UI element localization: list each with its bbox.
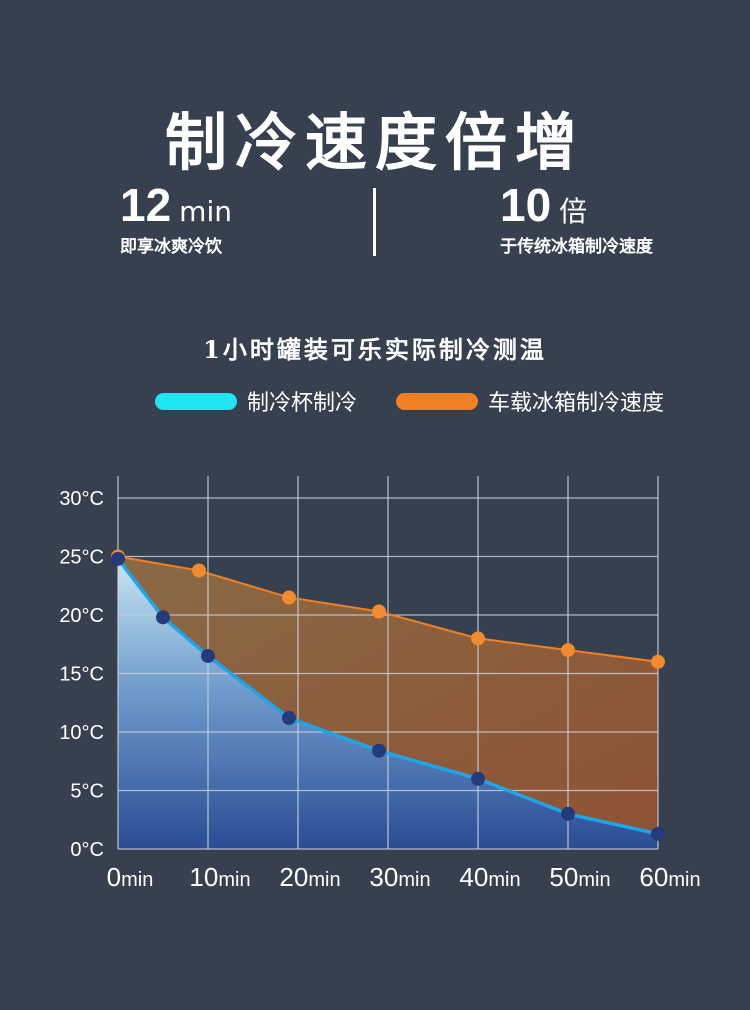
x-tick-label: 0min — [107, 862, 154, 892]
stat-unit: min — [179, 195, 232, 228]
data-point-car-fridge — [561, 643, 575, 658]
data-point-cooling-cup — [111, 551, 125, 566]
y-tick-label: 0°C — [70, 839, 104, 861]
stat-value: 12 — [120, 179, 172, 231]
x-tick-label: 10min — [189, 862, 250, 892]
data-point-cooling-cup — [282, 710, 296, 725]
stat-caption: 于传统冰箱制冷速度 — [500, 237, 653, 257]
page-title: 制冷速度倍增 — [164, 106, 585, 179]
x-tick-label: 20min — [279, 862, 340, 892]
stat-unit: 倍 — [559, 195, 588, 228]
legend-item-cooling-cup: 制冷杯制冷 — [155, 385, 357, 417]
data-point-car-fridge — [651, 654, 665, 669]
data-point-car-fridge — [282, 590, 296, 605]
data-point-cooling-cup — [471, 771, 485, 786]
legend-swatch — [155, 392, 237, 410]
legend-label: 制冷杯制冷 — [247, 391, 358, 416]
y-tick-label: 20°C — [59, 605, 104, 627]
stat-caption: 即享冰爽冷饮 — [120, 237, 222, 257]
data-point-cooling-cup — [561, 806, 575, 821]
series-line-cooling-cup — [116, 557, 659, 836]
temperature-chart: 0°C 5°C 10°C 15°C 20°C 25°C 30°C 0min 10min 20min… — [59, 476, 701, 892]
x-tick-label: 60min — [639, 862, 700, 892]
data-point-cooling-cup — [372, 743, 386, 758]
stat-divider — [373, 188, 376, 256]
y-tick-label: 30°C — [59, 488, 104, 510]
data-point-cooling-cup — [156, 610, 170, 625]
data-point-car-fridge — [471, 631, 485, 646]
chart-subtitle: 1小时罐装可乐实际制冷测温 — [203, 335, 547, 364]
x-tick-label: 50min — [549, 862, 610, 892]
y-tick-label: 5°C — [70, 781, 104, 803]
legend-swatch — [396, 392, 478, 410]
x-tick-label: 30min — [369, 862, 430, 892]
y-tick-label: 15°C — [59, 664, 104, 686]
stat-value: 10 — [500, 179, 552, 231]
y-tick-label: 10°C — [59, 722, 104, 744]
series-area-cooling-cup — [118, 558, 658, 849]
legend-item-car-fridge: 车载冰箱制冷速度 — [396, 385, 664, 417]
x-tick-label: 40min — [459, 862, 520, 892]
stat-speed-multiplier: 10 倍 于传统冰箱制冷速度 — [500, 178, 653, 257]
data-point-cooling-cup — [651, 826, 665, 841]
data-point-car-fridge — [372, 604, 386, 619]
data-point-cooling-cup — [201, 648, 215, 663]
data-point-car-fridge — [192, 563, 206, 578]
legend-label: 车载冰箱制冷速度 — [488, 391, 665, 416]
stat-cooling-time: 12 min 即享冰爽冷饮 — [120, 178, 232, 257]
y-tick-label: 25°C — [59, 547, 104, 569]
